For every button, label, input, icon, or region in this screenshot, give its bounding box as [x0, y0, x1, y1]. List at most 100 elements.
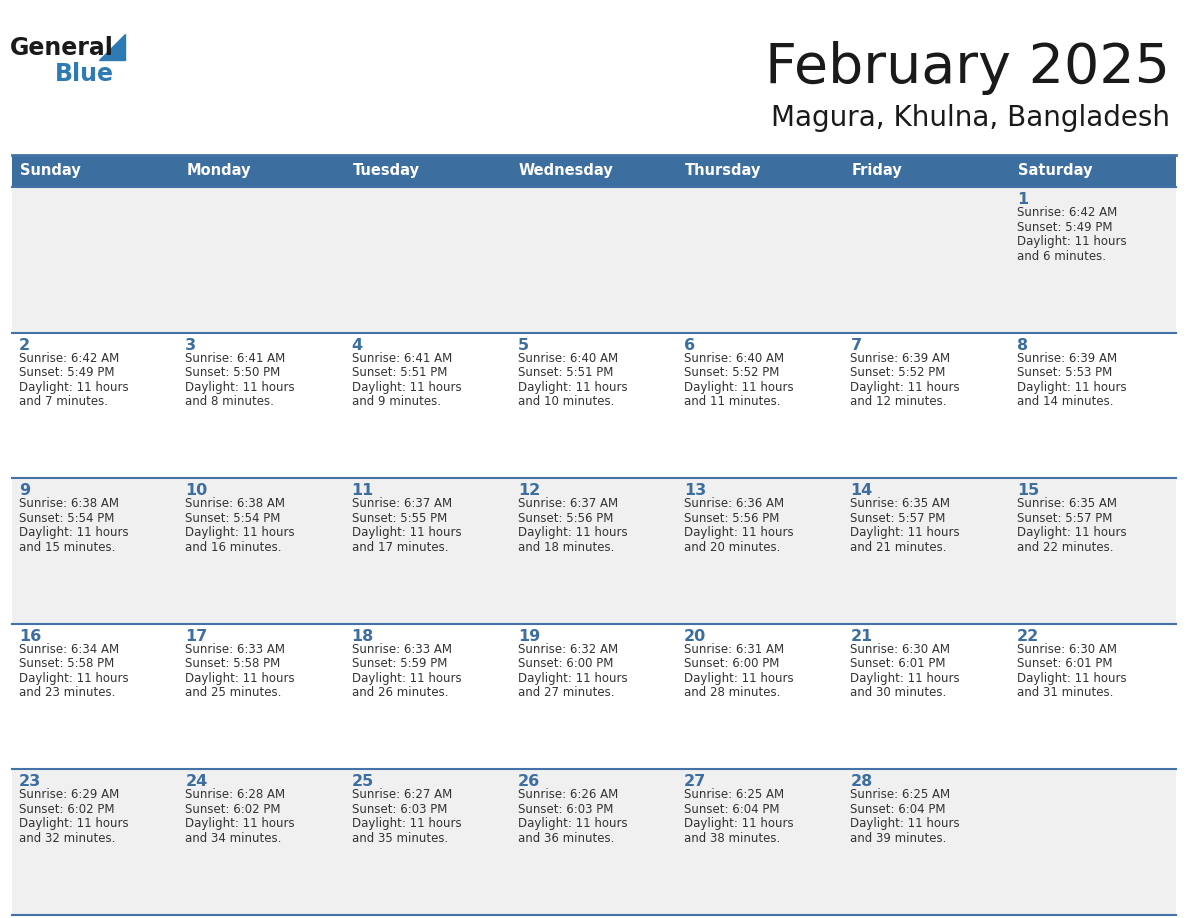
Text: 18: 18 — [352, 629, 374, 644]
Text: Tuesday: Tuesday — [353, 163, 419, 178]
Text: and 32 minutes.: and 32 minutes. — [19, 832, 115, 845]
Text: February 2025: February 2025 — [765, 41, 1170, 95]
Text: 4: 4 — [352, 338, 362, 353]
Bar — [12, 155, 178, 187]
Text: 21: 21 — [851, 629, 873, 644]
Text: Sunrise: 6:37 AM: Sunrise: 6:37 AM — [518, 498, 618, 510]
Text: Daylight: 11 hours: Daylight: 11 hours — [851, 526, 960, 539]
Text: 20: 20 — [684, 629, 707, 644]
Text: 26: 26 — [518, 775, 541, 789]
Bar — [511, 478, 677, 624]
Text: and 11 minutes.: and 11 minutes. — [684, 395, 781, 409]
Text: Daylight: 11 hours: Daylight: 11 hours — [1017, 672, 1126, 685]
Text: and 38 minutes.: and 38 minutes. — [684, 832, 781, 845]
Text: Sunrise: 6:26 AM: Sunrise: 6:26 AM — [518, 789, 618, 801]
Text: Sunrise: 6:27 AM: Sunrise: 6:27 AM — [352, 789, 451, 801]
Text: and 21 minutes.: and 21 minutes. — [851, 541, 947, 554]
Text: and 9 minutes.: and 9 minutes. — [352, 395, 441, 409]
Text: 8: 8 — [1017, 338, 1028, 353]
Text: Sunset: 5:51 PM: Sunset: 5:51 PM — [352, 366, 447, 379]
Bar — [345, 187, 511, 332]
Text: Daylight: 11 hours: Daylight: 11 hours — [851, 672, 960, 685]
Text: Daylight: 11 hours: Daylight: 11 hours — [185, 381, 295, 394]
Text: and 34 minutes.: and 34 minutes. — [185, 832, 282, 845]
Text: Daylight: 11 hours: Daylight: 11 hours — [518, 381, 627, 394]
Text: Sunset: 6:01 PM: Sunset: 6:01 PM — [851, 657, 946, 670]
Text: Daylight: 11 hours: Daylight: 11 hours — [518, 526, 627, 539]
Bar — [511, 332, 677, 478]
Text: Sunrise: 6:35 AM: Sunrise: 6:35 AM — [1017, 498, 1117, 510]
Bar — [1010, 624, 1176, 769]
Text: and 7 minutes.: and 7 minutes. — [19, 395, 108, 409]
Text: Sunset: 6:01 PM: Sunset: 6:01 PM — [1017, 657, 1112, 670]
Text: 16: 16 — [19, 629, 42, 644]
Text: 19: 19 — [518, 629, 541, 644]
Text: Daylight: 11 hours: Daylight: 11 hours — [1017, 526, 1126, 539]
Text: Sunset: 5:58 PM: Sunset: 5:58 PM — [19, 657, 114, 670]
Text: and 15 minutes.: and 15 minutes. — [19, 541, 115, 554]
Bar — [178, 187, 345, 332]
Text: and 20 minutes.: and 20 minutes. — [684, 541, 781, 554]
Text: and 36 minutes.: and 36 minutes. — [518, 832, 614, 845]
Text: Sunday: Sunday — [20, 163, 81, 178]
Text: 3: 3 — [185, 338, 196, 353]
Text: 5: 5 — [518, 338, 529, 353]
Text: Sunset: 5:54 PM: Sunset: 5:54 PM — [19, 511, 114, 525]
Bar — [1010, 155, 1176, 187]
Text: Daylight: 11 hours: Daylight: 11 hours — [185, 526, 295, 539]
Text: Sunset: 5:55 PM: Sunset: 5:55 PM — [352, 511, 447, 525]
Text: and 39 minutes.: and 39 minutes. — [851, 832, 947, 845]
Text: 7: 7 — [851, 338, 861, 353]
Text: and 16 minutes.: and 16 minutes. — [185, 541, 282, 554]
Text: 15: 15 — [1017, 483, 1040, 498]
Text: Sunrise: 6:38 AM: Sunrise: 6:38 AM — [185, 498, 285, 510]
Text: Sunrise: 6:37 AM: Sunrise: 6:37 AM — [352, 498, 451, 510]
Text: and 8 minutes.: and 8 minutes. — [185, 395, 274, 409]
Text: Sunrise: 6:38 AM: Sunrise: 6:38 AM — [19, 498, 119, 510]
Bar — [178, 769, 345, 915]
Bar — [345, 769, 511, 915]
Text: 14: 14 — [851, 483, 873, 498]
Text: 6: 6 — [684, 338, 695, 353]
Bar — [12, 624, 178, 769]
Text: General: General — [10, 36, 114, 60]
Text: Sunrise: 6:41 AM: Sunrise: 6:41 AM — [185, 352, 285, 364]
Text: Sunset: 5:58 PM: Sunset: 5:58 PM — [185, 657, 280, 670]
Text: Sunset: 5:49 PM: Sunset: 5:49 PM — [19, 366, 114, 379]
Text: and 14 minutes.: and 14 minutes. — [1017, 395, 1113, 409]
Polygon shape — [99, 34, 125, 60]
Text: and 6 minutes.: and 6 minutes. — [1017, 250, 1106, 263]
Bar — [677, 332, 843, 478]
Bar — [843, 332, 1010, 478]
Bar — [677, 769, 843, 915]
Bar — [1010, 769, 1176, 915]
Text: and 18 minutes.: and 18 minutes. — [518, 541, 614, 554]
Text: Sunset: 5:53 PM: Sunset: 5:53 PM — [1017, 366, 1112, 379]
Bar — [843, 478, 1010, 624]
Text: Magura, Khulna, Bangladesh: Magura, Khulna, Bangladesh — [771, 104, 1170, 132]
Text: 17: 17 — [185, 629, 208, 644]
Text: Sunset: 5:57 PM: Sunset: 5:57 PM — [851, 511, 946, 525]
Bar — [511, 155, 677, 187]
Text: Daylight: 11 hours: Daylight: 11 hours — [352, 381, 461, 394]
Text: Sunrise: 6:36 AM: Sunrise: 6:36 AM — [684, 498, 784, 510]
Text: and 31 minutes.: and 31 minutes. — [1017, 687, 1113, 700]
Text: Sunrise: 6:25 AM: Sunrise: 6:25 AM — [684, 789, 784, 801]
Text: Daylight: 11 hours: Daylight: 11 hours — [684, 381, 794, 394]
Text: 9: 9 — [19, 483, 30, 498]
Text: and 26 minutes.: and 26 minutes. — [352, 687, 448, 700]
Bar — [345, 155, 511, 187]
Text: Sunset: 6:00 PM: Sunset: 6:00 PM — [518, 657, 613, 670]
Text: Sunset: 6:03 PM: Sunset: 6:03 PM — [518, 803, 613, 816]
Text: Sunset: 5:56 PM: Sunset: 5:56 PM — [518, 511, 613, 525]
Bar — [677, 624, 843, 769]
Text: Sunrise: 6:33 AM: Sunrise: 6:33 AM — [352, 643, 451, 655]
Text: Blue: Blue — [55, 62, 114, 86]
Text: Friday: Friday — [852, 163, 902, 178]
Bar — [345, 332, 511, 478]
Text: Sunset: 6:02 PM: Sunset: 6:02 PM — [185, 803, 280, 816]
Text: Daylight: 11 hours: Daylight: 11 hours — [518, 672, 627, 685]
Text: Daylight: 11 hours: Daylight: 11 hours — [352, 672, 461, 685]
Text: Daylight: 11 hours: Daylight: 11 hours — [185, 817, 295, 831]
Text: Sunset: 5:59 PM: Sunset: 5:59 PM — [352, 657, 447, 670]
